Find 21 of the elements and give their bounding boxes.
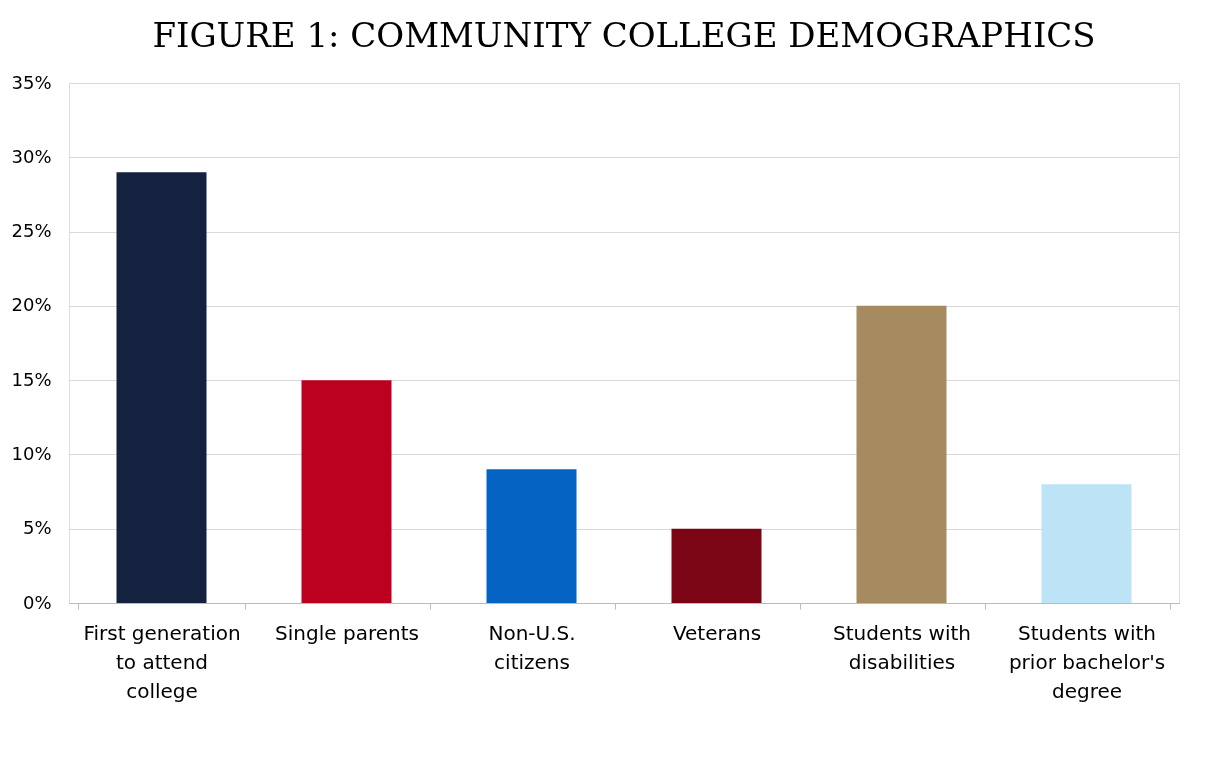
- bar: [1041, 484, 1132, 603]
- bar: [486, 469, 577, 603]
- x-tick-label: Students with prior bachelor's degree: [1008, 620, 1166, 703]
- x-tick-label: First generation to attend college: [83, 620, 241, 703]
- y-tick-label: 10%: [11, 442, 52, 464]
- bar: [856, 305, 947, 603]
- y-tick-label: 20%: [11, 294, 52, 316]
- bar: [301, 380, 392, 603]
- y-tick-label: 35%: [11, 71, 52, 93]
- bar: [671, 528, 762, 603]
- x-tick-label: Non-U.S. citizens: [488, 620, 576, 674]
- y-tick-label: 0%: [22, 591, 52, 613]
- x-tick-label: Veterans: [672, 620, 762, 645]
- chart-title: FIGURE 1: COMMUNITY COLLEGE DEMOGRAPHICS: [152, 15, 1096, 55]
- bar: [116, 172, 207, 603]
- y-tick-label: 30%: [11, 145, 52, 167]
- y-tick-label: 15%: [11, 368, 52, 390]
- x-tick-label: Students with disabilities: [833, 620, 971, 674]
- y-tick-label: 5%: [22, 517, 52, 539]
- x-tick-label: Single parents: [275, 620, 419, 645]
- y-tick-label: 25%: [11, 220, 52, 242]
